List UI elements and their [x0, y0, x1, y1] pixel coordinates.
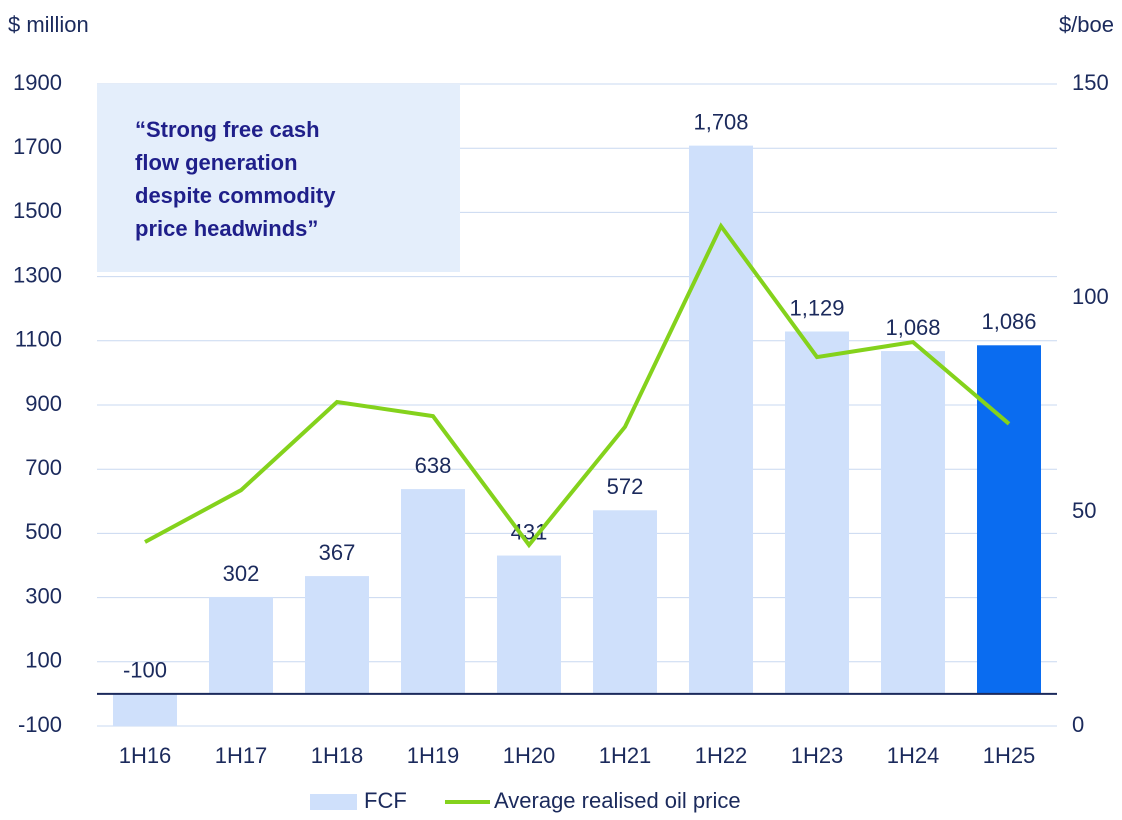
annotation: flow generation — [135, 150, 298, 175]
y-tick-label: 1500 — [13, 198, 62, 223]
y2-tick-label: 150 — [1072, 70, 1109, 95]
y2-axis-label: $/boe — [1059, 12, 1114, 37]
data-label: 1,129 — [789, 295, 844, 320]
annotation: “Strong free cash — [135, 117, 320, 142]
annotation: despite commodity — [135, 183, 336, 208]
x-tick-label: 1H19 — [407, 743, 460, 768]
line — [144, 222, 1011, 549]
bar — [785, 331, 849, 694]
data-label: 367 — [319, 540, 356, 565]
data-label: 572 — [607, 474, 644, 499]
y-tick-label: 1100 — [15, 327, 62, 352]
legend-label: Average realised oil price — [494, 788, 741, 813]
data-label: 638 — [415, 453, 452, 478]
data-label: -100 — [123, 658, 167, 683]
x-tick-label: 1H20 — [503, 743, 556, 768]
bar — [209, 596, 273, 694]
x-tick-label: 1H18 — [311, 743, 364, 768]
annotation-box — [97, 84, 460, 272]
bar — [593, 510, 657, 694]
data-label: 1,068 — [885, 315, 940, 340]
x-tick-label: 1H16 — [119, 743, 172, 768]
y-tick-label: 700 — [25, 455, 62, 480]
bar — [881, 351, 945, 694]
y2-tick-label: 100 — [1072, 284, 1109, 309]
y-tick-label: 300 — [25, 583, 62, 608]
y-axis-label: $ million — [8, 12, 89, 37]
x-tick-label: 1H21 — [599, 743, 652, 768]
x-tick-label: 1H25 — [983, 743, 1036, 768]
y-tick-label: 900 — [25, 391, 62, 416]
x-tick-label: 1H23 — [791, 743, 844, 768]
bar — [977, 345, 1041, 694]
bar — [305, 576, 369, 694]
bar — [401, 489, 465, 694]
legend-label: FCF — [364, 788, 407, 813]
legend-swatch — [310, 794, 357, 810]
y-tick-label: 1900 — [13, 70, 62, 95]
bar — [689, 145, 753, 694]
bar — [113, 693, 177, 726]
y-tick-label: 500 — [25, 519, 62, 544]
x-tick-label: 1H24 — [887, 743, 940, 768]
y-tick-label: 100 — [25, 648, 62, 673]
data-label: 1,086 — [981, 309, 1036, 334]
y2-tick-label: 50 — [1072, 498, 1096, 523]
annotation: price headwinds” — [135, 216, 318, 241]
x-tick-label: 1H22 — [695, 743, 748, 768]
data-label: 302 — [223, 561, 260, 586]
y-tick-label: 1300 — [13, 262, 62, 287]
x-tick-label: 1H17 — [215, 743, 268, 768]
data-label: 1,708 — [693, 109, 748, 134]
y2-tick-label: 0 — [1072, 712, 1084, 737]
y-tick-label: -100 — [18, 712, 62, 737]
y-tick-label: 1700 — [13, 134, 62, 159]
bar — [497, 555, 561, 694]
